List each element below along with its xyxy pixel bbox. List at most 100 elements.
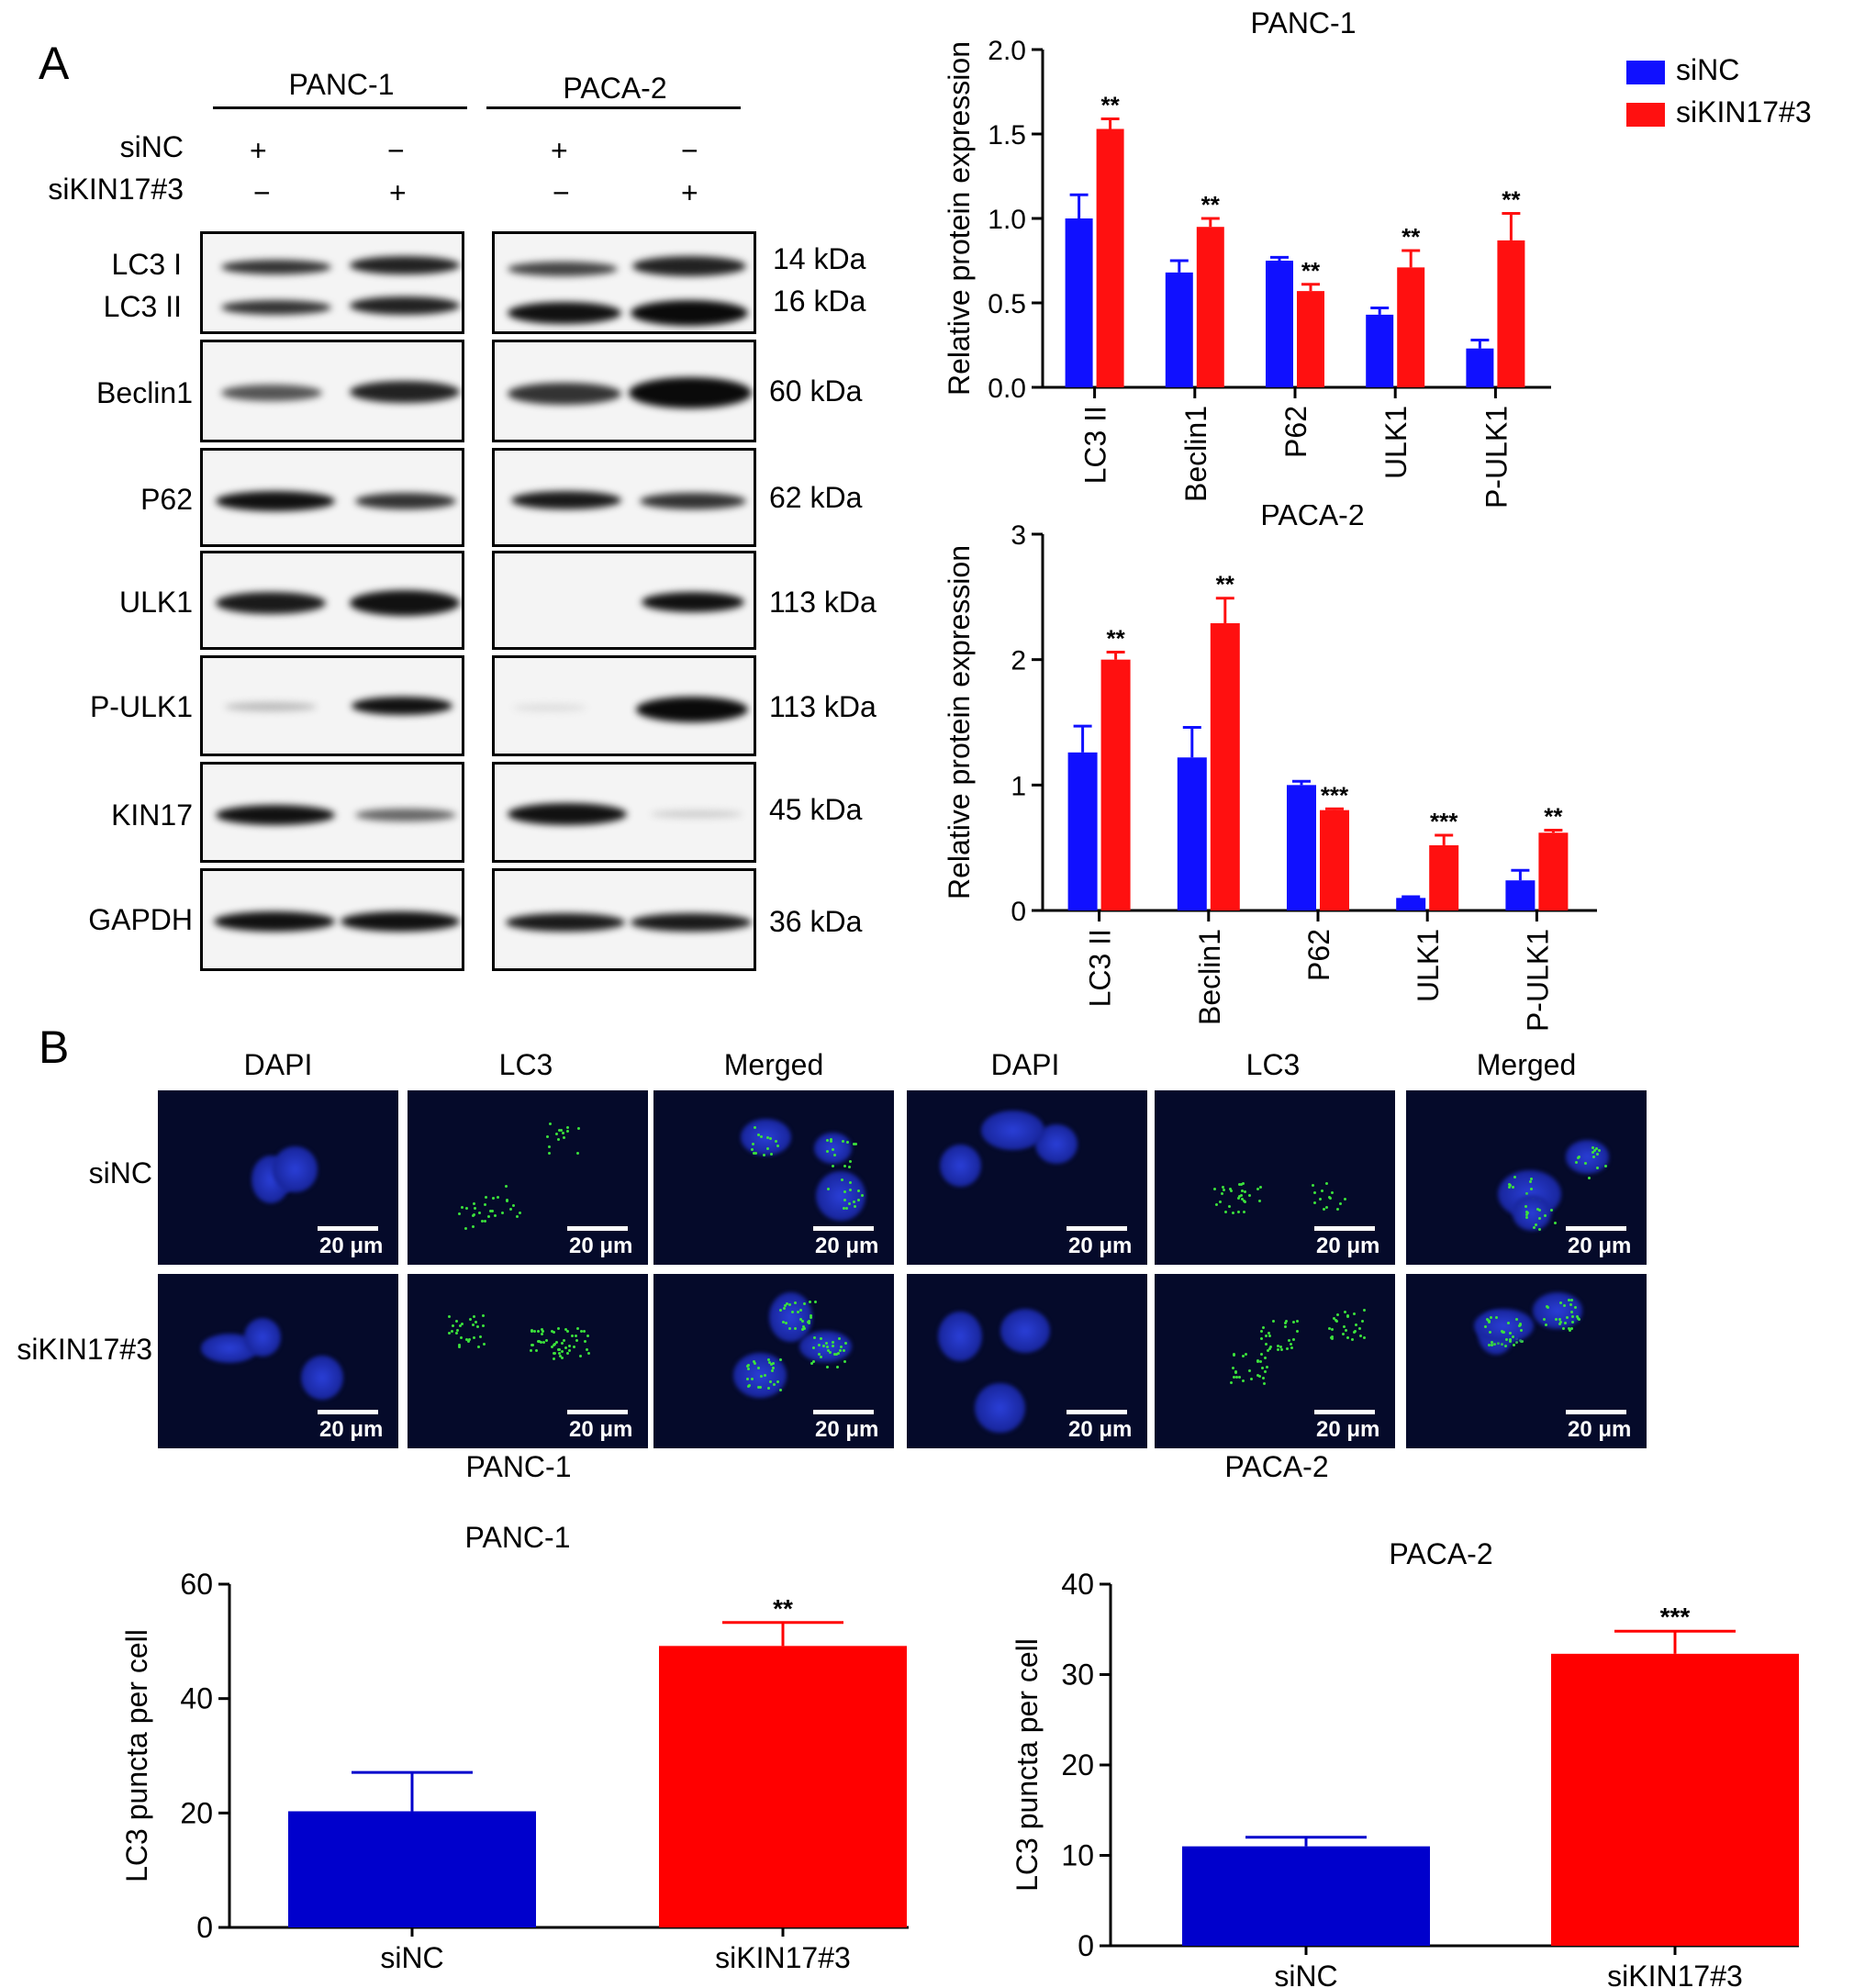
- x-tick-label: ULK1: [1379, 406, 1413, 479]
- micrograph-lc3: 20 μm: [408, 1274, 648, 1448]
- bar-sikin17-3: [1497, 240, 1525, 387]
- group-underline: [486, 106, 741, 109]
- column-head-lc3: LC3: [498, 1048, 553, 1081]
- y-tick-label: 40: [1061, 1568, 1094, 1601]
- column-head-merged: Merged: [723, 1048, 824, 1081]
- blot-p-ulk1-paca2: [492, 655, 756, 756]
- y-tick-label: 0.5: [988, 289, 1026, 319]
- blot-gapdh-paca2: [492, 868, 756, 971]
- bar-sinc: [1266, 261, 1293, 387]
- blot-label-lc3ii: LC3 II: [103, 290, 182, 323]
- legend-swatch-sikin17: [1626, 103, 1665, 127]
- blot-label-beclin1: Beclin1: [96, 376, 193, 409]
- chart-panc1-lc3-puncta: PANC-1 LC3 puncta per cell 0 20 40 60 siNC ** si…: [120, 1521, 909, 1974]
- significance-label: **: [1201, 191, 1221, 218]
- group-label-paca2: PACA-2: [1224, 1450, 1329, 1483]
- condition-mark: −: [387, 134, 405, 167]
- kda-label: 62 kDa: [769, 481, 863, 514]
- x-tick-label: Beclin1: [1193, 929, 1226, 1025]
- blot-label-p-ulk1: P-ULK1: [89, 690, 193, 723]
- scale-bar-label: 20 μm: [1568, 1417, 1632, 1442]
- scale-bar: [1314, 1226, 1375, 1231]
- panel-b-letter: B: [39, 1022, 70, 1073]
- micrograph-merged: 20 μm: [653, 1274, 894, 1448]
- scale-bar-label: 20 μm: [569, 1417, 633, 1442]
- bar-sikin17-3: [1100, 659, 1131, 910]
- micrograph-dapi: 20 μm: [907, 1090, 1147, 1265]
- y-tick-label: 1.5: [988, 120, 1026, 151]
- y-tick-label: 0: [1011, 897, 1026, 927]
- legend-label-sinc: siNC: [1676, 53, 1740, 86]
- micrograph-lc3: 20 μm: [1155, 1090, 1395, 1265]
- micrograph-dapi: 20 μm: [158, 1090, 398, 1265]
- kda-label: 60 kDa: [769, 374, 863, 408]
- x-tick-label: siKIN17#3: [1607, 1960, 1743, 1988]
- kda-label: 113 kDa: [769, 586, 877, 619]
- y-tick-label: 60: [180, 1568, 213, 1601]
- condition-mark: +: [681, 176, 698, 209]
- group-underline: [213, 106, 467, 109]
- scale-bar-label: 20 μm: [1068, 1417, 1133, 1442]
- scale-bar: [1067, 1226, 1127, 1231]
- blot-label-ulk1: ULK1: [118, 586, 193, 619]
- panel-a-letter: A: [39, 38, 70, 89]
- bar-sinc: [1182, 1846, 1430, 1946]
- micrograph-merged: 20 μm: [1406, 1090, 1647, 1265]
- x-tick-label: siNC: [1274, 1960, 1337, 1988]
- column-head-dapi: DAPI: [990, 1048, 1060, 1081]
- kda-label: 113 kDa: [769, 690, 877, 723]
- scale-bar: [567, 1226, 628, 1231]
- bar-sinc: [1466, 348, 1494, 387]
- y-tick-label: 0.0: [988, 374, 1026, 404]
- blot-ulk1-paca2: [492, 551, 756, 650]
- y-tick-label: 3: [1011, 520, 1026, 551]
- y-axis-label: Relative protein expression: [943, 545, 976, 899]
- scale-bar: [318, 1226, 378, 1231]
- significance-label: **: [1216, 571, 1235, 598]
- scale-bar-label: 20 μm: [319, 1234, 384, 1258]
- column-head-dapi: DAPI: [243, 1048, 313, 1081]
- blot-beclin1-paca2: [492, 340, 756, 442]
- micrograph-merged: 20 μm: [1406, 1274, 1647, 1448]
- legend-swatch-sinc: [1626, 61, 1665, 84]
- y-tick-label: 0: [196, 1911, 213, 1944]
- condition-mark: −: [681, 134, 698, 167]
- row-label-sinc: siNC: [88, 1156, 152, 1189]
- y-axis-label: Relative protein expression: [943, 41, 976, 396]
- x-tick-label: LC3 II: [1079, 406, 1112, 484]
- row-label-sikin17: siKIN17#3: [17, 1333, 152, 1366]
- column-head-lc3: LC3: [1245, 1048, 1301, 1081]
- bar-sinc: [1396, 898, 1426, 910]
- scale-bar: [1566, 1226, 1626, 1231]
- scale-bar-label: 20 μm: [1316, 1417, 1380, 1442]
- scale-bar-label: 20 μm: [1068, 1234, 1133, 1258]
- blot-p-ulk1-panc1: [200, 655, 464, 756]
- blot-gapdh-panc1: [200, 868, 464, 971]
- condition-label-sikin17: siKIN17#3: [48, 173, 184, 206]
- scale-bar: [567, 1410, 628, 1414]
- significance-label: **: [1544, 803, 1563, 831]
- y-tick-label: 40: [180, 1682, 213, 1715]
- y-axis-label: LC3 puncta per cell: [1011, 1638, 1044, 1892]
- kda-label: 36 kDa: [769, 905, 863, 938]
- condition-mark: +: [551, 134, 568, 167]
- significance-label: **: [773, 1594, 793, 1623]
- bar-sikin17-3: [659, 1646, 907, 1927]
- bar-sikin17-3: [1196, 227, 1224, 387]
- blot-lc3-paca2: [492, 231, 756, 334]
- y-tick-label: 20: [1061, 1748, 1094, 1781]
- y-tick-label: 10: [1061, 1839, 1094, 1872]
- condition-mark: +: [250, 134, 267, 167]
- chart-panc1-protein-expression: PANC-1 Relative protein expression 0.0 0.5 1…: [943, 6, 1551, 508]
- scale-bar-label: 20 μm: [319, 1417, 384, 1442]
- chart-title: PACA-2: [1260, 505, 1364, 531]
- bar-sikin17-3: [1429, 844, 1459, 910]
- legend-label-sikin17: siKIN17#3: [1676, 95, 1812, 128]
- blot-beclin1-panc1: [200, 340, 464, 442]
- scale-bar-label: 20 μm: [815, 1234, 879, 1258]
- significance-label: **: [1301, 257, 1321, 285]
- scale-bar-label: 20 μm: [569, 1234, 633, 1258]
- x-tick-label: LC3 II: [1084, 929, 1117, 1007]
- bar-sikin17-3: [1210, 623, 1240, 910]
- bar-sinc: [1505, 880, 1536, 910]
